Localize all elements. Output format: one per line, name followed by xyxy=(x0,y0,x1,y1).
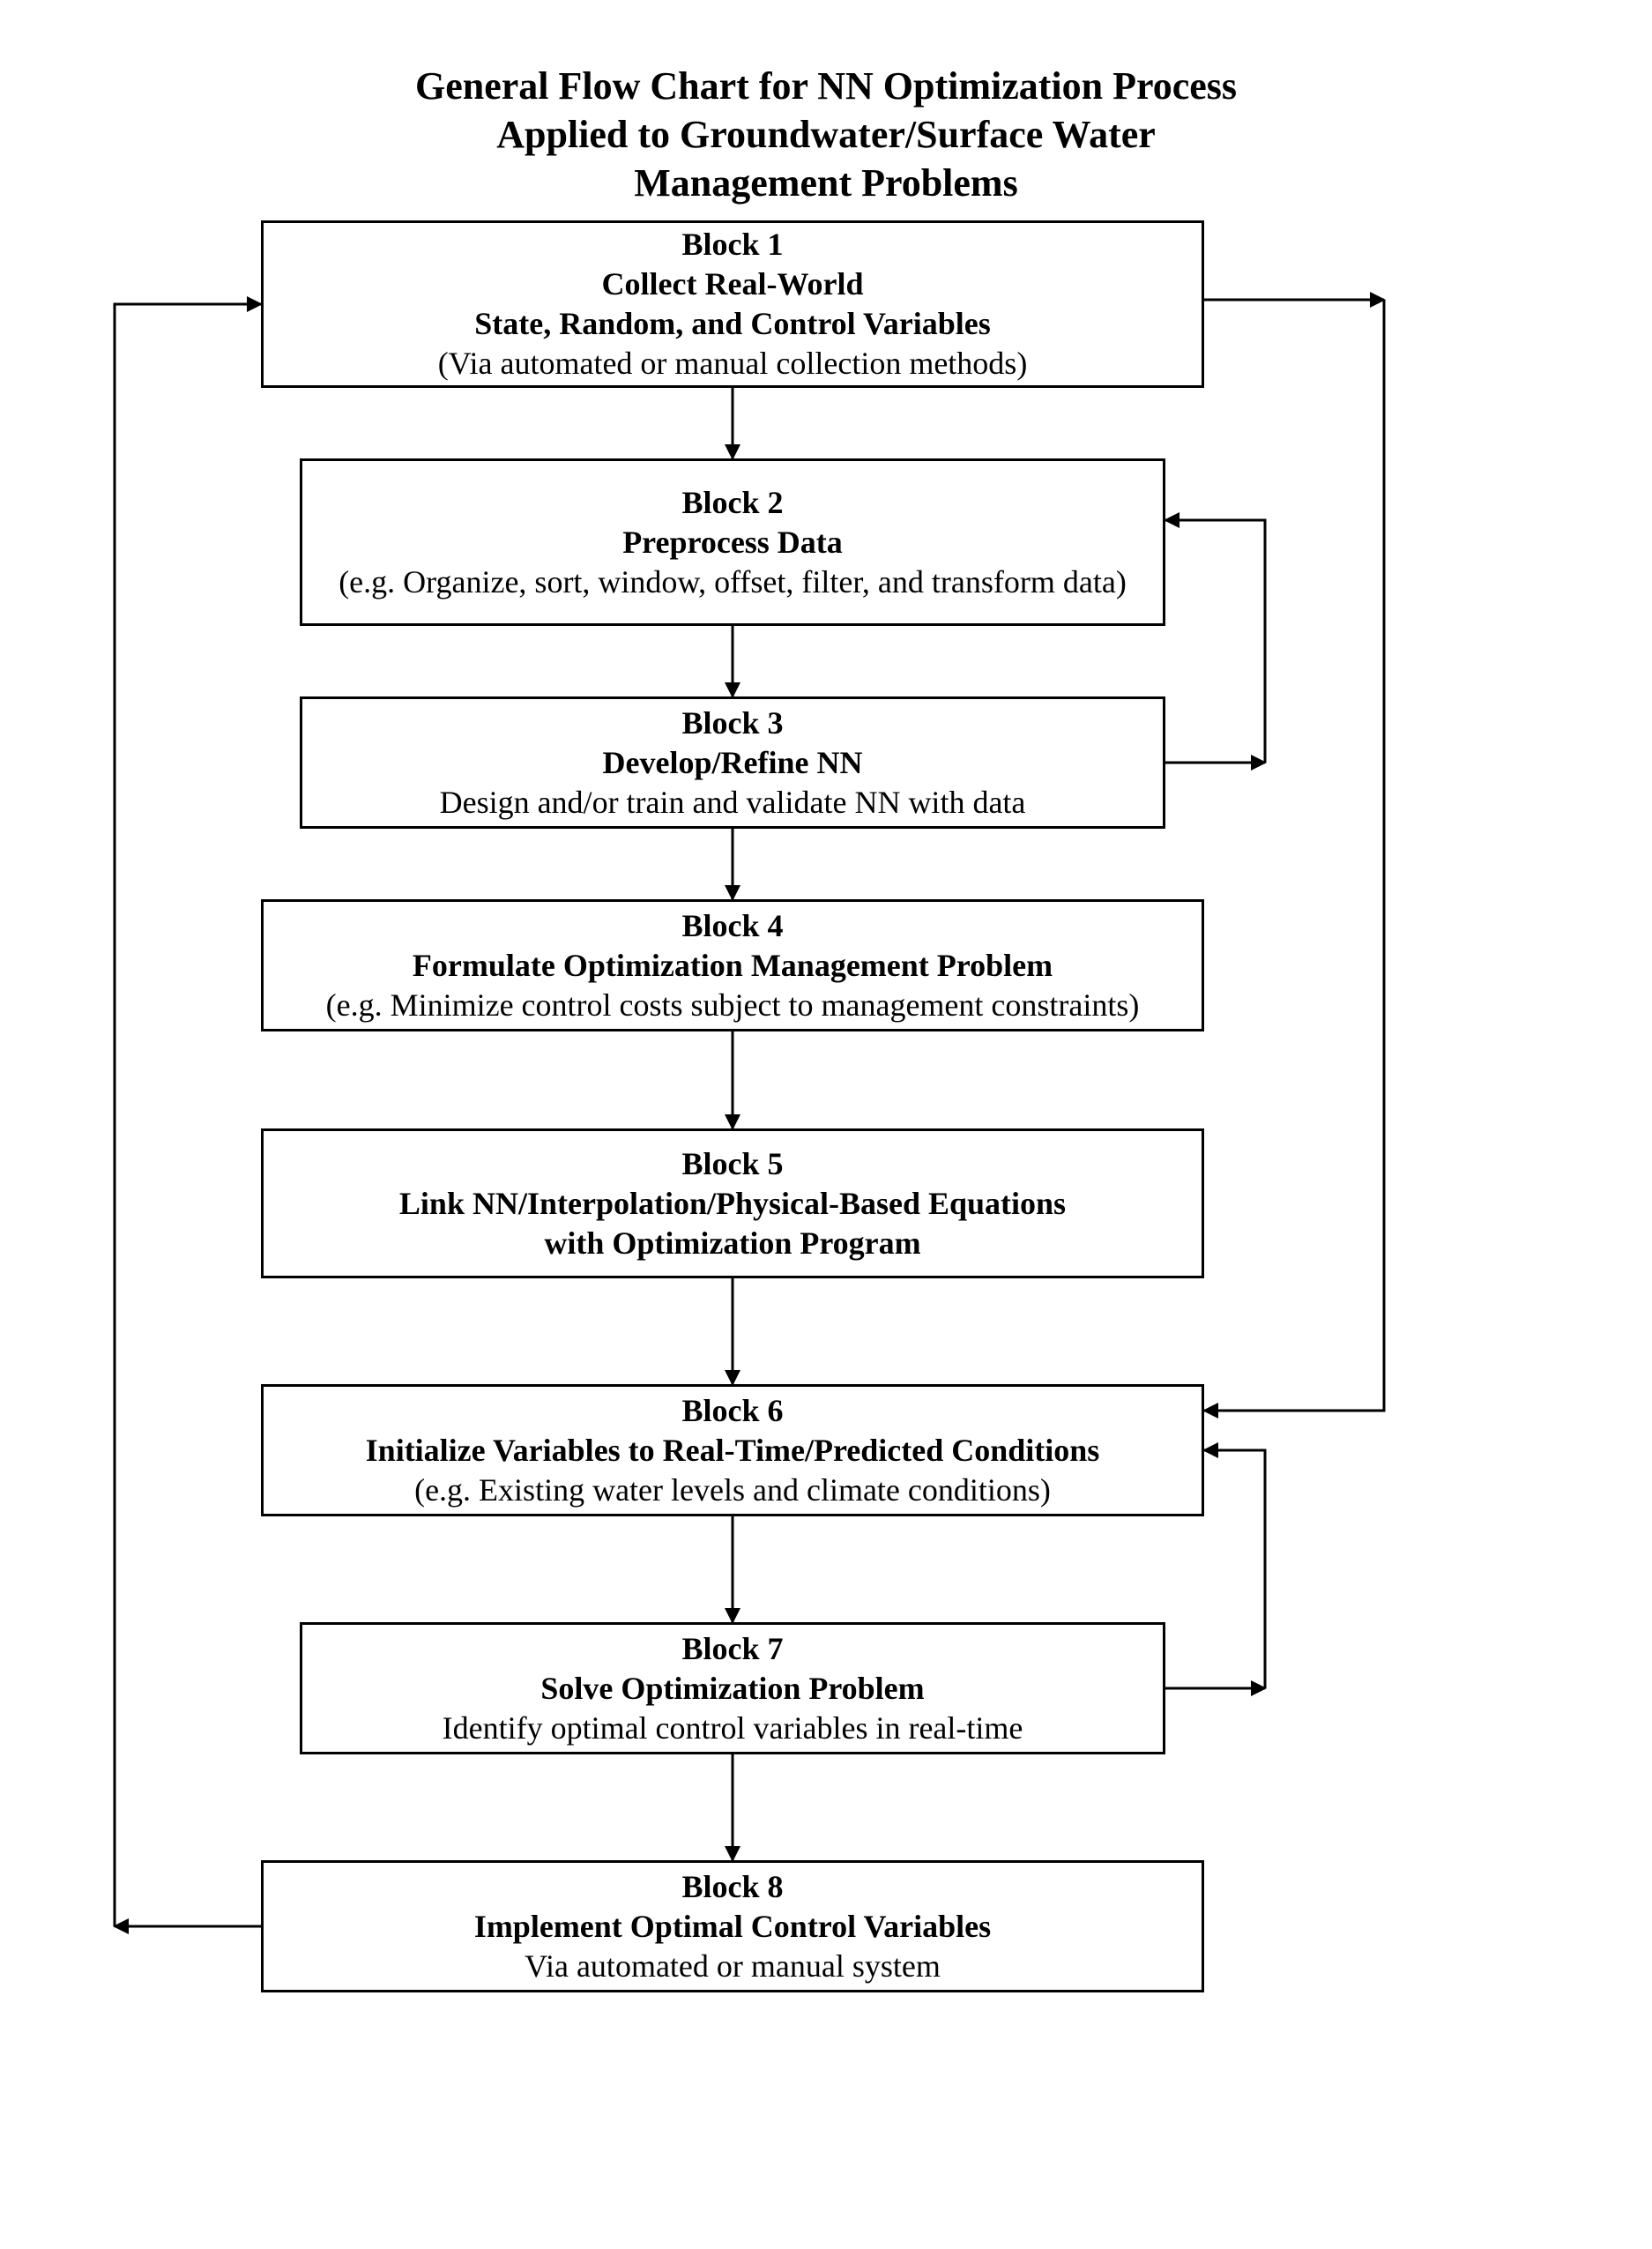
block-line: Block 1 xyxy=(281,225,1184,264)
block-line: Block 4 xyxy=(281,906,1184,946)
block-line: Identify optimal control variables in re… xyxy=(320,1709,1145,1748)
block-line: Block 3 xyxy=(320,704,1145,743)
block-line: with Optimization Program xyxy=(281,1224,1184,1263)
block-line: Design and/or train and validate NN with… xyxy=(320,783,1145,823)
block-line: Formulate Optimization Management Proble… xyxy=(281,946,1184,986)
block-line: Develop/Refine NN xyxy=(320,743,1145,783)
block-line: Block 6 xyxy=(281,1391,1184,1431)
block-line: Initialize Variables to Real-Time/Predic… xyxy=(281,1431,1184,1471)
block-line: State, Random, and Control Variables xyxy=(281,304,1184,344)
block-7: Block 7Solve Optimization ProblemIdentif… xyxy=(300,1622,1165,1754)
title-line-2: Applied to Groundwater/Surface Water Man… xyxy=(413,110,1239,207)
block-line: Via automated or manual system xyxy=(281,1947,1184,1986)
block-8: Block 8Implement Optimal Control Variabl… xyxy=(261,1860,1204,1992)
title-line-1: General Flow Chart for NN Optimization P… xyxy=(413,62,1239,110)
chart-title: General Flow Chart for NN Optimization P… xyxy=(413,62,1239,207)
block-line: Block 2 xyxy=(320,483,1145,523)
block-line: (e.g. Organize, sort, window, offset, fi… xyxy=(320,562,1145,602)
block-line: Block 8 xyxy=(281,1867,1184,1907)
block-line: Preprocess Data xyxy=(320,523,1145,562)
block-line: (Via automated or manual collection meth… xyxy=(281,344,1184,384)
block-1: Block 1Collect Real-WorldState, Random, … xyxy=(261,220,1204,388)
block-line: (e.g. Minimize control costs subject to … xyxy=(281,986,1184,1025)
block-6: Block 6Initialize Variables to Real-Time… xyxy=(261,1384,1204,1516)
block-line: Solve Optimization Problem xyxy=(320,1669,1145,1709)
block-2: Block 2Preprocess Data(e.g. Organize, so… xyxy=(300,458,1165,626)
block-3: Block 3Develop/Refine NNDesign and/or tr… xyxy=(300,696,1165,829)
block-line: Link NN/Interpolation/Physical-Based Equ… xyxy=(281,1184,1184,1224)
block-line: Implement Optimal Control Variables xyxy=(281,1907,1184,1947)
block-5: Block 5Link NN/Interpolation/Physical-Ba… xyxy=(261,1128,1204,1278)
block-4: Block 4Formulate Optimization Management… xyxy=(261,899,1204,1031)
block-line: Block 7 xyxy=(320,1629,1145,1669)
block-line: (e.g. Existing water levels and climate … xyxy=(281,1471,1184,1510)
block-line: Collect Real-World xyxy=(281,264,1184,304)
block-line: Block 5 xyxy=(281,1144,1184,1184)
